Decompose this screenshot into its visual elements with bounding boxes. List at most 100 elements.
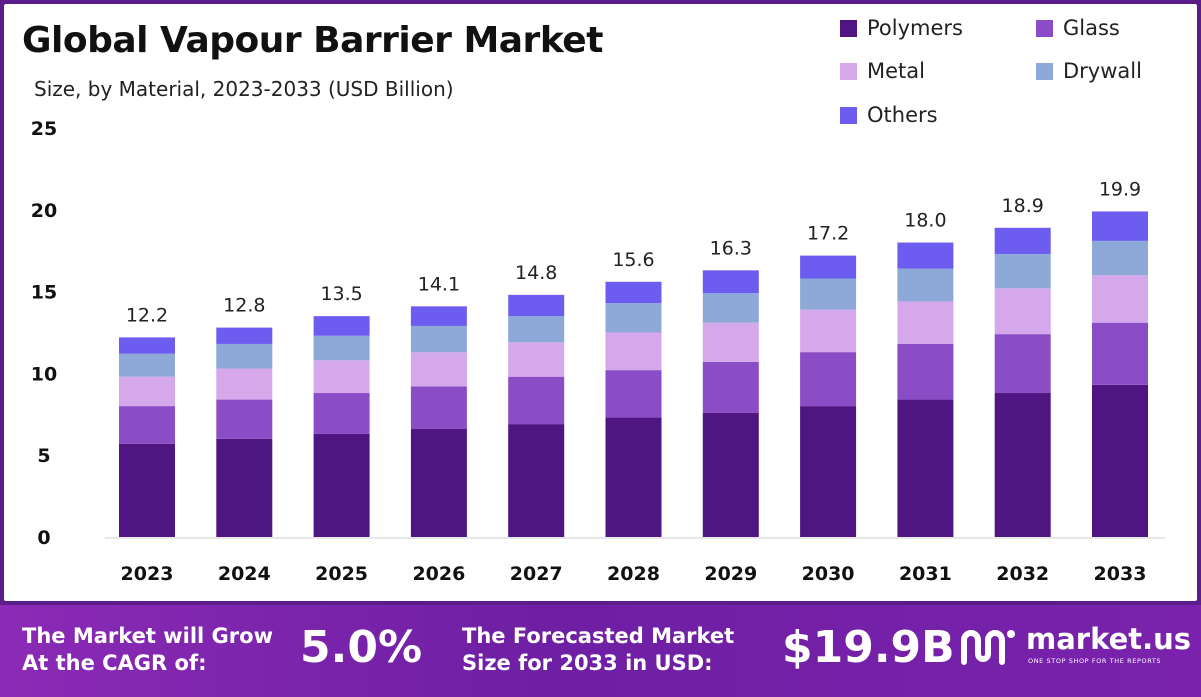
total-label-2030: 17.2 <box>807 223 849 245</box>
bar-segment-drywall-2027 <box>508 316 565 343</box>
x-tick-label-2026: 2026 <box>412 563 465 585</box>
bar-segment-others-2027 <box>508 294 565 317</box>
y-tick-label-25: 25 <box>31 118 57 140</box>
bar-segment-drywall-2028 <box>605 303 662 333</box>
cagr-label: The Market will Grow At the CAGR of: <box>22 623 273 677</box>
bar-segment-others-2033 <box>1092 211 1148 241</box>
legend-item-drywall: Drywall <box>1036 59 1142 83</box>
total-label-2023: 12.2 <box>126 304 168 326</box>
x-tick-label-2025: 2025 <box>315 563 368 585</box>
bar-segment-glass-2033 <box>1092 322 1148 385</box>
legend-swatch-glass <box>1036 19 1053 37</box>
y-tick-label-0: 0 <box>37 527 50 549</box>
legend-item-glass: Glass <box>1036 16 1120 40</box>
bar-segment-drywall-2033 <box>1092 240 1148 276</box>
bar-segment-glass-2029 <box>702 361 759 413</box>
legend-item-metal: Metal <box>840 59 925 83</box>
chart-title: Global Vapour Barrier Market <box>22 20 603 61</box>
bar-segment-polymers-2032 <box>994 393 1051 537</box>
y-tick-label-20: 20 <box>31 200 57 222</box>
bar-segment-others-2030 <box>800 255 857 279</box>
bar-segment-polymers-2023 <box>119 443 175 537</box>
bar-segment-polymers-2029 <box>702 412 759 537</box>
x-tick-label-2032: 2032 <box>996 563 1049 585</box>
bar-segment-others-2028 <box>605 281 662 304</box>
bar-segment-others-2029 <box>702 270 759 294</box>
x-tick-label-2027: 2027 <box>510 563 563 585</box>
y-tick-label-15: 15 <box>31 282 57 304</box>
chart-subtitle: Size, by Material, 2023-2033 (USD Billio… <box>34 77 454 101</box>
bar-segment-glass-2023 <box>119 406 175 444</box>
x-tick-label-2023: 2023 <box>121 563 174 585</box>
y-tick-label-5: 5 <box>37 445 50 467</box>
bar-segment-drywall-2031 <box>897 268 954 302</box>
bar-segment-glass-2028 <box>605 370 662 418</box>
x-tick-label-2030: 2030 <box>802 563 855 585</box>
bar-segment-drywall-2024 <box>216 343 273 369</box>
x-tick-label-2031: 2031 <box>899 563 952 585</box>
cagr-label-line2: At the CAGR of: <box>22 651 207 675</box>
legend-swatch-others <box>840 106 857 124</box>
total-label-2029: 16.3 <box>710 237 752 259</box>
total-label-2025: 13.5 <box>320 283 362 305</box>
forecast-label-line1: The Forecasted Market <box>462 624 735 648</box>
forecast-value: $19.9B <box>782 622 955 673</box>
x-tick-label-2033: 2033 <box>1094 563 1147 585</box>
total-label-2033: 19.9 <box>1099 178 1141 200</box>
y-tick-label-10: 10 <box>31 363 57 385</box>
legend-swatch-drywall <box>1036 62 1053 80</box>
legend-swatch-polymers <box>840 19 857 37</box>
total-label-2026: 14.1 <box>418 273 460 295</box>
bar-segment-polymers-2028 <box>605 417 662 537</box>
bar-segment-metal-2033 <box>1092 275 1148 323</box>
cagr-value: 5.0% <box>300 622 423 673</box>
legend-swatch-metal <box>840 62 857 80</box>
forecast-label: The Forecasted Market Size for 2033 in U… <box>462 623 734 677</box>
bar-segment-others-2024 <box>216 327 273 344</box>
x-tick-label-2024: 2024 <box>218 563 271 585</box>
logo-text: market.us <box>1026 622 1192 656</box>
bar-segment-others-2026 <box>410 306 467 326</box>
bar-segment-metal-2026 <box>410 352 467 387</box>
cagr-label-line1: The Market will Grow <box>22 624 273 648</box>
bar-segment-metal-2023 <box>119 376 175 407</box>
bar-segment-metal-2030 <box>800 309 857 353</box>
total-label-2031: 18.0 <box>904 210 946 232</box>
bar-segment-glass-2027 <box>508 376 565 425</box>
bar-segment-polymers-2024 <box>216 438 273 537</box>
bar-segment-polymers-2033 <box>1092 384 1148 537</box>
bar-segment-metal-2025 <box>313 360 370 394</box>
bar-segment-others-2025 <box>313 316 370 336</box>
bar-segment-metal-2028 <box>605 332 662 371</box>
bar-segment-drywall-2030 <box>800 278 857 310</box>
forecast-label-line2: Size for 2033 in USD: <box>462 651 713 675</box>
bar-segment-glass-2032 <box>994 334 1051 394</box>
stacked-bar-chart: 051015202512.2202312.8202413.5202514.120… <box>31 118 1165 585</box>
bar-segment-drywall-2029 <box>702 293 759 323</box>
legend-label-glass: Glass <box>1063 16 1120 40</box>
bar-segment-glass-2030 <box>800 352 857 407</box>
bar-segment-polymers-2025 <box>313 433 370 537</box>
legend-label-metal: Metal <box>867 59 925 83</box>
bar-segment-metal-2032 <box>994 288 1051 335</box>
total-label-2024: 12.8 <box>223 295 265 317</box>
total-label-2027: 14.8 <box>515 262 557 284</box>
logo-tagline: ONE STOP SHOP FOR THE REPORTS <box>1028 657 1162 665</box>
market-us-logo-icon <box>961 630 1015 665</box>
bar-segment-glass-2031 <box>897 343 954 400</box>
legend-item-polymers: Polymers <box>840 16 963 40</box>
bar-segment-polymers-2027 <box>508 424 565 537</box>
bar-segment-others-2032 <box>994 227 1051 254</box>
total-label-2028: 15.6 <box>612 249 654 271</box>
total-label-2032: 18.9 <box>1002 195 1044 217</box>
bar-segment-glass-2026 <box>410 386 467 430</box>
bar-segment-polymers-2030 <box>800 406 857 537</box>
bar-segment-polymers-2031 <box>897 399 954 537</box>
legend-label-drywall: Drywall <box>1063 59 1142 83</box>
legend-label-others: Others <box>867 103 938 127</box>
bar-segment-metal-2031 <box>897 301 954 344</box>
bar-segment-drywall-2026 <box>410 325 467 353</box>
bar-segment-drywall-2032 <box>994 253 1051 289</box>
bar-segment-drywall-2023 <box>119 353 175 377</box>
bar-segment-polymers-2026 <box>410 429 467 537</box>
